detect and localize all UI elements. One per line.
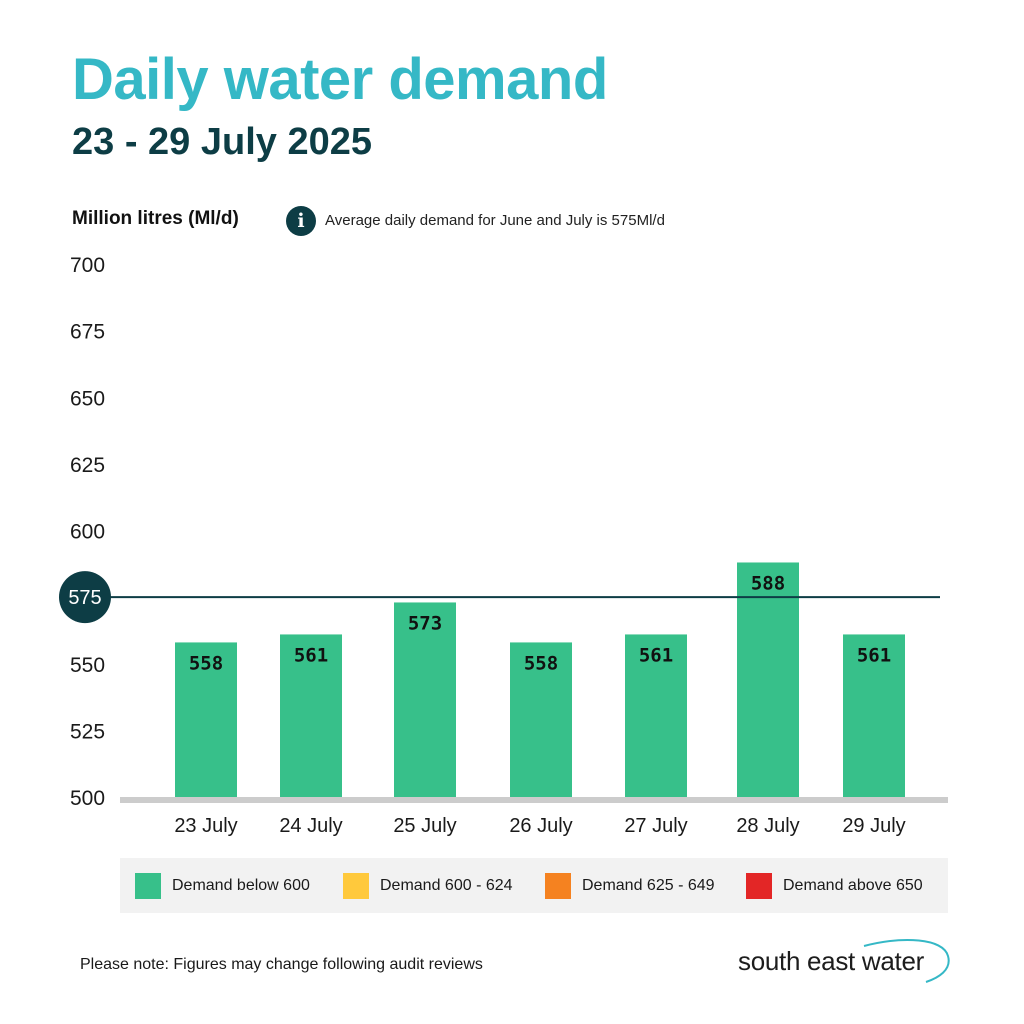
- x-tick-label: 27 July: [624, 815, 687, 837]
- bar: [394, 602, 456, 797]
- legend-label: Demand 625 - 649: [582, 876, 715, 894]
- y-tick-label: 650: [70, 387, 105, 410]
- bar-value-label: 573: [408, 612, 442, 634]
- y-axis-label: Million litres (Ml/d): [72, 208, 239, 229]
- y-tick-label: 700: [70, 254, 105, 277]
- legend-item-625-649: Demand 625 - 649: [545, 858, 715, 913]
- average-marker-label: 575: [68, 587, 101, 609]
- bar-value-label: 588: [751, 572, 785, 594]
- x-tick-label: 23 July: [174, 815, 237, 837]
- legend-label: Demand below 600: [172, 876, 310, 894]
- x-tick-label: 29 July: [842, 815, 905, 837]
- bar-chart: 500 525 550 600 625 650 675 700 558 23 July 561 24 …: [59, 254, 948, 837]
- bar: [843, 634, 905, 797]
- page-title: Daily water demand: [72, 47, 608, 112]
- bar: [175, 642, 237, 797]
- y-tick-label: 525: [70, 720, 105, 743]
- bar: [510, 642, 572, 797]
- legend-swatch: [545, 872, 571, 899]
- y-tick-label: 600: [70, 521, 105, 544]
- y-tick-label: 625: [70, 454, 105, 477]
- bar: [737, 562, 799, 797]
- average-marker: [59, 571, 111, 624]
- bar: [280, 634, 342, 797]
- bar: [625, 634, 687, 797]
- legend-item-below-600: Demand below 600: [135, 858, 310, 913]
- x-tick-label: 28 July: [736, 815, 799, 837]
- x-axis-baseline: [120, 797, 948, 803]
- brand-name: south east water: [738, 946, 924, 976]
- average-demand-note: Average daily demand for June and July i…: [325, 212, 665, 229]
- x-tick-label: 25 July: [393, 815, 456, 837]
- bar-value-label: 558: [524, 652, 558, 674]
- y-tick-label: 550: [70, 654, 105, 677]
- legend-swatch: [343, 872, 369, 899]
- y-tick-label: 675: [70, 321, 105, 344]
- date-range-subtitle: 23 - 29 July 2025: [72, 121, 372, 163]
- x-tick-label: 24 July: [279, 815, 342, 837]
- y-tick-label: 500: [70, 787, 105, 810]
- bar-value-label: 561: [857, 644, 891, 666]
- x-tick-label: 26 July: [509, 815, 572, 837]
- legend-label: Demand 600 - 624: [380, 876, 513, 894]
- legend-item-600-624: Demand 600 - 624: [343, 858, 513, 913]
- legend-swatch: [135, 872, 161, 899]
- bar-value-label: 561: [294, 644, 328, 666]
- bar-value-label: 558: [189, 652, 223, 674]
- audit-note: Please note: Figures may change followin…: [80, 956, 483, 973]
- info-icon: i: [286, 206, 316, 236]
- bar-value-label: 561: [639, 644, 673, 666]
- legend-label: Demand above 650: [783, 876, 923, 894]
- wave-icon: [863, 939, 950, 983]
- legend-swatch: [746, 872, 772, 899]
- legend-item-above-650: Demand above 650: [746, 858, 923, 913]
- legend: Demand below 600 Demand 600 - 624 Demand…: [120, 858, 948, 913]
- brand-logo: south east water: [738, 936, 952, 984]
